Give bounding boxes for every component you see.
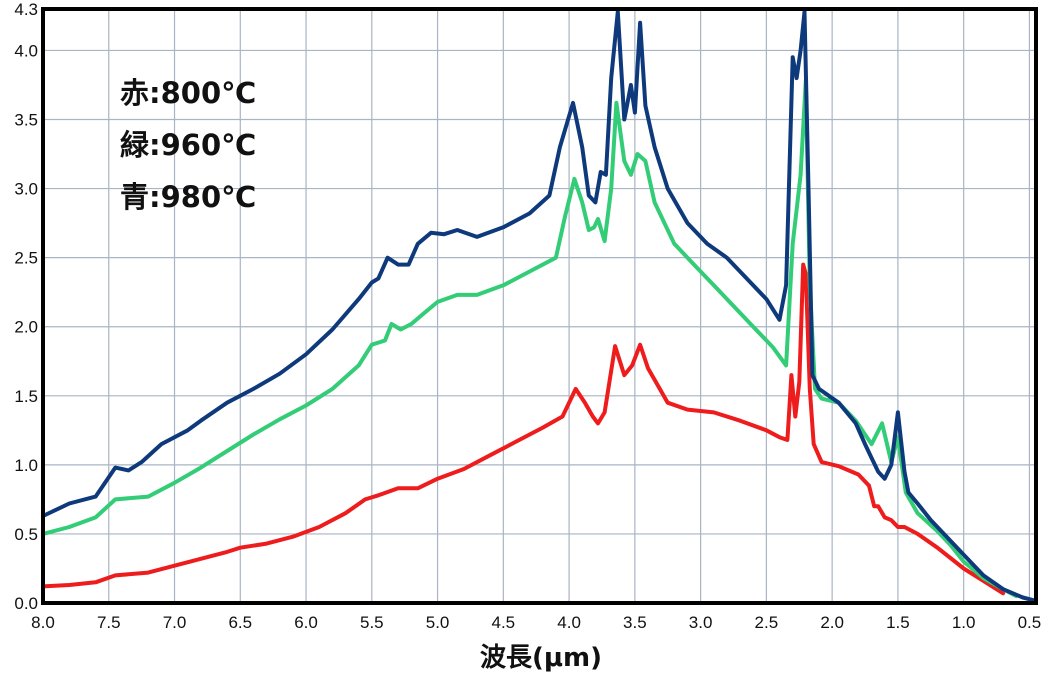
x-tick-label: 1.5: [886, 613, 910, 632]
x-tick-label: 3.5: [623, 613, 647, 632]
series-line-0: [41, 262, 1006, 596]
y-tick-labels: 0.0 0.5 1.0 1.5 2.0 2.5 3.0 3.5 4.0 4.3: [14, 0, 38, 613]
x-tick-label: 2.5: [755, 613, 779, 632]
x-tick-labels: 8.0 7.5 7.0 6.5 6.0 5.5 5.0 4.5 4.0 3.5 3.0 2.5 2.0 1…: [31, 613, 1041, 632]
grid: [42, 8, 1036, 604]
y-tick-label: 0.5: [14, 525, 38, 544]
legend-entry: 青:980℃: [120, 180, 256, 214]
y-tick-label: 3.0: [14, 180, 38, 199]
x-axis-label: 波長(μm): [480, 643, 602, 673]
x-tick-label: 4.0: [557, 613, 581, 632]
y-tick-label: 1.0: [14, 456, 38, 475]
x-tick-label: 5.5: [360, 613, 384, 632]
x-tick-label: 5.0: [426, 613, 450, 632]
x-tick-label: 1.0: [952, 613, 976, 632]
x-tick-label: 2.0: [820, 613, 844, 632]
x-tick-label: 6.5: [228, 613, 252, 632]
x-tick-label: 3.0: [689, 613, 713, 632]
x-tick-label: 4.5: [492, 613, 516, 632]
y-tick-label: 4.0: [14, 41, 38, 60]
y-tick-label: 0.0: [14, 594, 38, 613]
legend-entry: 緑:960℃: [120, 128, 256, 162]
series-line-1: [41, 78, 1019, 599]
plot-frame: [41, 7, 1038, 605]
x-tick-label: 7.5: [97, 613, 121, 632]
x-tick-label: 7.0: [163, 613, 187, 632]
x-tick-label: 8.0: [31, 613, 55, 632]
x-tick-label: 6.0: [294, 613, 318, 632]
series-group: [41, 9, 1036, 603]
y-tick-label: 3.5: [14, 111, 38, 130]
series-line-2: [41, 9, 1036, 603]
x-tick-label: 0.5: [1018, 613, 1041, 632]
y-tick-label: 2.0: [14, 318, 38, 337]
legend: 赤:800℃ 緑:960℃ 青:980℃: [120, 76, 256, 214]
y-tick-label: 2.5: [14, 249, 38, 268]
y-tick-label: 4.3: [14, 0, 38, 19]
y-tick-label: 1.5: [14, 387, 38, 406]
legend-entry: 赤:800℃: [120, 76, 256, 110]
